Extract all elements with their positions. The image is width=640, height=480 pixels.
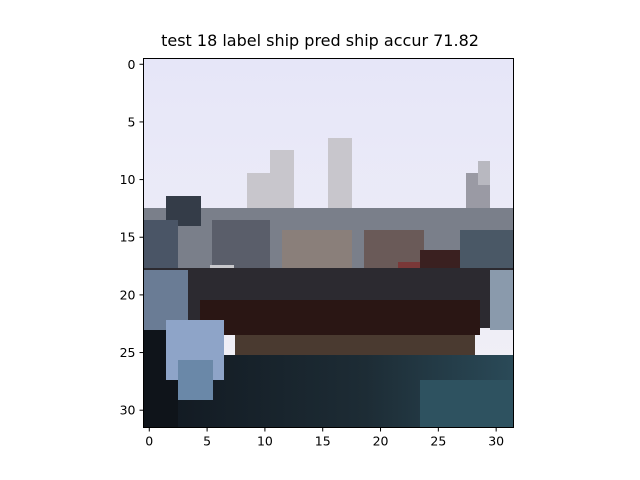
x-tick-label: 5 — [203, 434, 211, 449]
x-tick-label: 30 — [488, 434, 504, 449]
ship-masts — [247, 138, 490, 213]
x-tick-label: 10 — [257, 434, 273, 449]
y-tick-label: 0 — [128, 57, 136, 72]
y-tick-label: 5 — [128, 114, 136, 129]
pixel-image — [143, 58, 514, 428]
ship-hull — [143, 268, 514, 357]
y-tick-label: 25 — [120, 345, 136, 360]
water — [143, 320, 514, 428]
x-tick-label: 15 — [315, 434, 331, 449]
figure-title: test 18 label ship pred ship accur 71.82 — [161, 31, 479, 50]
x-axis: 0 5 10 15 20 25 30 — [145, 427, 504, 449]
y-tick-label: 15 — [120, 230, 136, 245]
x-tick-label: 20 — [373, 434, 389, 449]
y-tick-label: 20 — [120, 287, 136, 302]
y-tick-label: 30 — [120, 403, 136, 418]
x-tick-label: 25 — [430, 434, 446, 449]
y-axis: 0 5 10 15 20 25 30 — [120, 57, 144, 418]
axes-frame — [143, 58, 514, 428]
y-tick-label: 10 — [120, 172, 136, 187]
x-tick-label: 0 — [145, 434, 153, 449]
